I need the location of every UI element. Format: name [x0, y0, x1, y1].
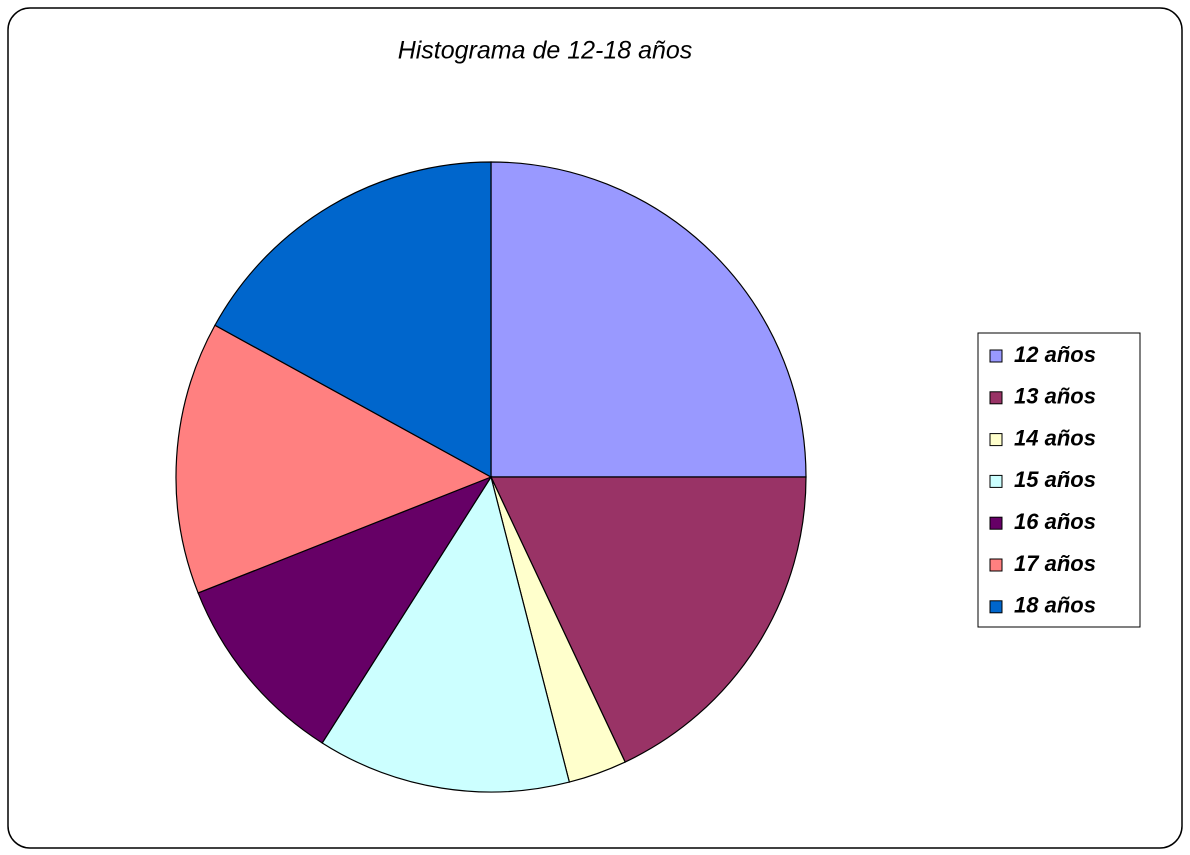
chart-title: Histograma de 12-18 años	[398, 37, 693, 65]
legend-box	[977, 332, 1141, 628]
pie-slice	[321, 475, 571, 793]
legend-label: 17 años	[1014, 551, 1096, 576]
pie-slice	[214, 161, 492, 479]
legend-label: 14 años	[1014, 425, 1096, 450]
legend-swatch	[989, 516, 1003, 530]
pie-slice	[175, 324, 493, 594]
legend-label: 15 años	[1014, 467, 1096, 492]
legend-swatch	[989, 474, 1003, 488]
legend-label: 18 años	[1014, 593, 1096, 618]
pie-slice	[197, 475, 493, 744]
legend-label: 13 años	[1014, 384, 1096, 409]
legend-swatch	[989, 600, 1003, 614]
pie-slice	[490, 476, 807, 763]
legend-swatch	[989, 433, 1003, 447]
legend-swatch	[989, 558, 1003, 572]
legend-label: 12 años	[1014, 342, 1096, 367]
pie-slice	[490, 161, 807, 478]
legend-swatch	[989, 349, 1003, 363]
legend-swatch	[989, 391, 1003, 405]
legend-label: 16 años	[1014, 509, 1096, 534]
